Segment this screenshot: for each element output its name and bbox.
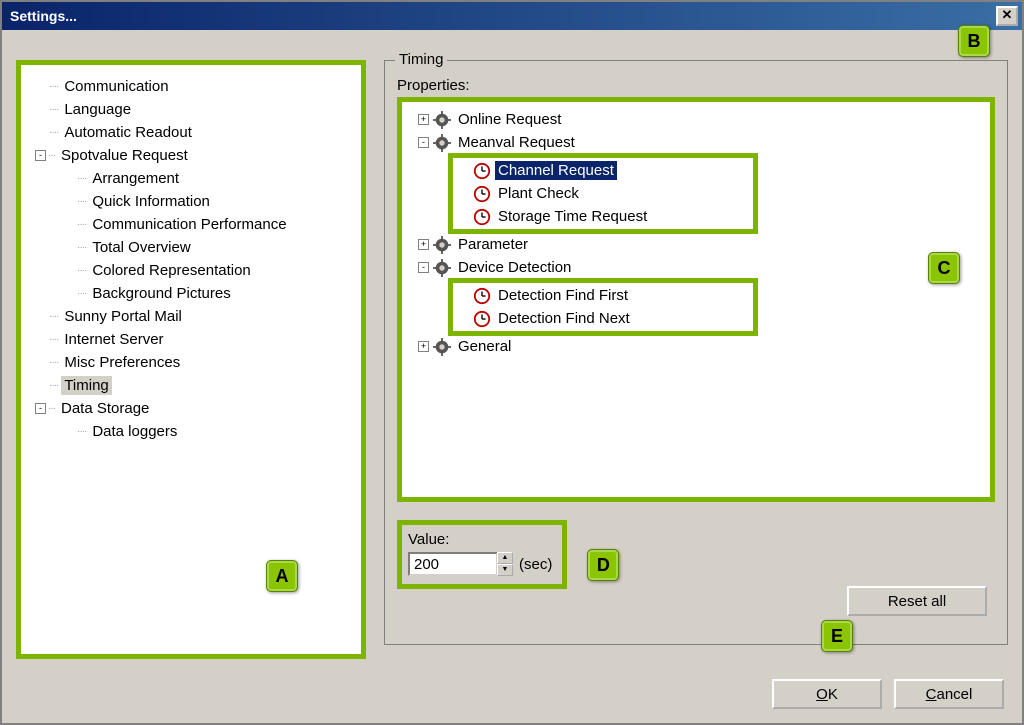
properties-label: Properties: bbox=[397, 77, 995, 94]
value-unit: (sec) bbox=[519, 556, 552, 573]
expand-icon[interactable]: - bbox=[418, 137, 429, 148]
content-area: A ····Communication····Language····Autom… bbox=[2, 30, 1022, 669]
property-label[interactable]: Storage Time Request bbox=[495, 207, 650, 226]
gear-icon bbox=[433, 134, 451, 152]
tree-item[interactable]: ····Communication Performance bbox=[27, 213, 355, 236]
groupbox-title: Timing bbox=[395, 51, 447, 68]
spin-down-icon[interactable]: ▼ bbox=[497, 564, 513, 576]
tree-item[interactable]: ····Internet Server bbox=[27, 328, 355, 351]
callout-a: A bbox=[266, 560, 298, 592]
property-label[interactable]: Parameter bbox=[455, 235, 531, 254]
settings-tree-panel: A ····Communication····Language····Autom… bbox=[16, 60, 366, 659]
window-title: Settings... bbox=[10, 8, 77, 24]
tree-item-label[interactable]: Timing bbox=[61, 376, 111, 395]
property-item[interactable]: + General bbox=[406, 335, 986, 358]
property-label[interactable]: Channel Request bbox=[495, 161, 617, 180]
tree-item-label[interactable]: Communication bbox=[61, 77, 171, 96]
tree-item-label[interactable]: Arrangement bbox=[89, 169, 182, 188]
property-label[interactable]: Meanval Request bbox=[455, 133, 578, 152]
clock-icon bbox=[473, 287, 491, 305]
gear-icon bbox=[433, 338, 451, 356]
close-icon[interactable]: ✕ bbox=[996, 6, 1018, 26]
highlight-group: Detection Find First Detection Find Next bbox=[448, 278, 758, 336]
property-label[interactable]: Plant Check bbox=[495, 184, 582, 203]
right-panel: B Timing Properties: C +Online Request-M… bbox=[384, 60, 1008, 659]
property-item[interactable]: + Online Request bbox=[406, 108, 986, 131]
tree-item[interactable]: ····Misc Preferences bbox=[27, 351, 355, 374]
gear-icon bbox=[433, 259, 451, 277]
expand-icon[interactable]: + bbox=[418, 114, 429, 125]
clock-icon bbox=[473, 208, 491, 226]
tree-item-label[interactable]: Sunny Portal Mail bbox=[61, 307, 185, 326]
callout-d: D bbox=[587, 549, 619, 581]
value-input[interactable] bbox=[408, 552, 498, 576]
tree-item[interactable]: ····Data loggers bbox=[27, 420, 355, 443]
property-label[interactable]: Detection Find Next bbox=[495, 309, 633, 328]
property-item[interactable]: - Meanval Request bbox=[406, 131, 986, 154]
tree-item[interactable]: ····Sunny Portal Mail bbox=[27, 305, 355, 328]
tree-item[interactable]: ····Colored Representation bbox=[27, 259, 355, 282]
tree-item[interactable]: ····Automatic Readout bbox=[27, 121, 355, 144]
property-label[interactable]: General bbox=[455, 337, 514, 356]
expand-icon[interactable]: - bbox=[35, 403, 46, 414]
clock-icon bbox=[473, 185, 491, 203]
value-box: Value: ▲ ▼ (sec) bbox=[397, 520, 567, 589]
property-item[interactable]: - Device Detection bbox=[406, 256, 986, 279]
property-label[interactable]: Device Detection bbox=[455, 258, 574, 277]
gear-icon bbox=[433, 111, 451, 129]
tree-item[interactable]: ····Timing bbox=[27, 374, 355, 397]
property-item[interactable]: Detection Find First bbox=[454, 284, 752, 307]
tree-item-label[interactable]: Communication Performance bbox=[89, 215, 289, 234]
clock-icon bbox=[473, 310, 491, 328]
reset-all-button[interactable]: Reset all bbox=[847, 586, 987, 616]
tree-item[interactable]: ····Background Pictures bbox=[27, 282, 355, 305]
tree-item-label[interactable]: Language bbox=[61, 100, 134, 119]
value-label: Value: bbox=[408, 531, 552, 548]
titlebar: Settings... ✕ bbox=[2, 2, 1022, 30]
expand-icon[interactable]: - bbox=[418, 262, 429, 273]
tree-item[interactable]: ····Total Overview bbox=[27, 236, 355, 259]
settings-window: Settings... ✕ A ····Communication····Lan… bbox=[0, 0, 1024, 725]
tree-item[interactable]: ····Arrangement bbox=[27, 167, 355, 190]
gear-icon bbox=[433, 236, 451, 254]
ok-button[interactable]: OK bbox=[772, 679, 882, 709]
property-item[interactable]: + Parameter bbox=[406, 233, 986, 256]
property-item[interactable]: Plant Check bbox=[454, 182, 752, 205]
expand-icon[interactable]: - bbox=[35, 150, 46, 161]
timing-groupbox: Timing Properties: C +Online Request-Mea… bbox=[384, 60, 1008, 645]
tree-item-label[interactable]: Internet Server bbox=[61, 330, 166, 349]
tree-item[interactable]: ····Communication bbox=[27, 75, 355, 98]
tree-item[interactable]: ····Language bbox=[27, 98, 355, 121]
property-label[interactable]: Online Request bbox=[455, 110, 564, 129]
property-item[interactable]: Detection Find Next bbox=[454, 307, 752, 330]
highlight-group: Channel Request Plant Check Storage Time R… bbox=[448, 153, 758, 234]
tree-item-label[interactable]: Misc Preferences bbox=[61, 353, 183, 372]
tree-item-label[interactable]: Spotvalue Request bbox=[58, 146, 191, 165]
dialog-footer: OK Cancel bbox=[2, 669, 1022, 723]
tree-item-label[interactable]: Background Pictures bbox=[89, 284, 233, 303]
tree-item[interactable]: -···Spotvalue Request bbox=[27, 144, 355, 167]
spin-up-icon[interactable]: ▲ bbox=[497, 552, 513, 564]
properties-tree: C +Online Request-Meanval RequestChannel… bbox=[397, 97, 995, 502]
tree-item[interactable]: -···Data Storage bbox=[27, 397, 355, 420]
cancel-button[interactable]: Cancel bbox=[894, 679, 1004, 709]
expand-icon[interactable]: + bbox=[418, 341, 429, 352]
tree-item-label[interactable]: Total Overview bbox=[89, 238, 193, 257]
callout-c: C bbox=[928, 252, 960, 284]
callout-b: B bbox=[958, 25, 990, 57]
expand-icon[interactable]: + bbox=[418, 239, 429, 250]
tree-item-label[interactable]: Quick Information bbox=[89, 192, 213, 211]
spinner-buttons: ▲ ▼ bbox=[497, 552, 513, 576]
clock-icon bbox=[473, 162, 491, 180]
property-item[interactable]: Storage Time Request bbox=[454, 205, 752, 228]
value-spinner: ▲ ▼ (sec) bbox=[408, 552, 552, 576]
tree-item-label[interactable]: Colored Representation bbox=[89, 261, 253, 280]
property-label[interactable]: Detection Find First bbox=[495, 286, 631, 305]
tree-item[interactable]: ····Quick Information bbox=[27, 190, 355, 213]
tree-item-label[interactable]: Data loggers bbox=[89, 422, 180, 441]
tree-item-label[interactable]: Automatic Readout bbox=[61, 123, 195, 142]
tree-item-label[interactable]: Data Storage bbox=[58, 399, 152, 418]
callout-e: E bbox=[821, 620, 853, 652]
property-item[interactable]: Channel Request bbox=[454, 159, 752, 182]
